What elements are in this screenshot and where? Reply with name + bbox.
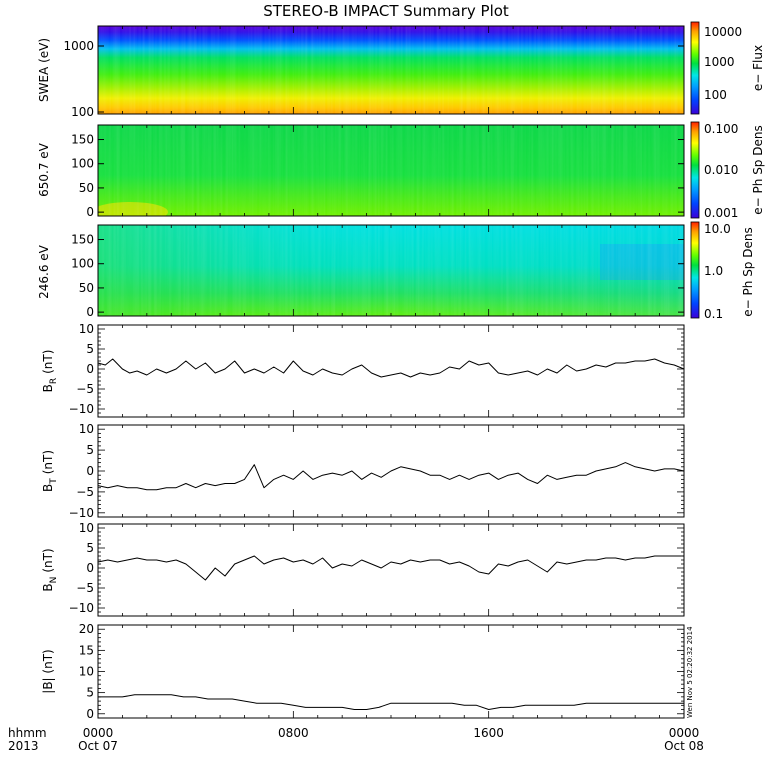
pad-650-spectrogram-panel: 150 100 50 0 650.7 eV 0.100 0.010 0.001 e− … — [37, 121, 765, 220]
bn-ytick-label: 5 — [86, 541, 94, 555]
bt-y-label-main: B — [41, 484, 55, 492]
pad-650-ytick-label: 50 — [79, 181, 94, 195]
bn-ytick-label: 10 — [79, 521, 94, 535]
pad-650-cb-tick-1: 0.010 — [704, 163, 738, 177]
bn-y-label: BN (nT) — [41, 548, 59, 591]
pad-246-colorbar: 10.0 1.0 0.1 e− Ph Sp Dens — [690, 221, 755, 321]
pad-650-ytick-label: 150 — [71, 133, 94, 147]
swea-ytick-1000: 1000 — [63, 39, 94, 53]
br-ytick-label: 5 — [86, 342, 94, 356]
swea-cb-tick-100: 100 — [704, 88, 727, 102]
swea-ytick-100: 100 — [71, 105, 94, 119]
bmag-ytick-label: 0 — [86, 707, 94, 721]
pad-246-ytick-label: 100 — [71, 257, 94, 271]
plot-title: STEREO-B IMPACT Summary Plot — [263, 2, 509, 20]
time-tick-label: 0000 — [83, 726, 114, 740]
bmag-ytick-label: 5 — [86, 686, 94, 700]
pad-650-cb-tick-2: 0.001 — [704, 206, 738, 220]
bn-y-label-sub: N — [49, 577, 59, 584]
swea-colorbar-gradient — [690, 21, 700, 115]
bt-panel: 10 5 0 −5 −10 BT (nT) — [41, 422, 685, 520]
pad-246-cb-tick-1: 1.0 — [704, 264, 723, 278]
bn-series-line — [97, 555, 684, 581]
generation-timestamp: Wen Nov 5 02:20:32 2014 — [686, 626, 694, 718]
bn-ytick-label: −5 — [76, 581, 94, 595]
time-axis-row2-label: 2013 — [8, 739, 39, 753]
pad-650-colorbar: 0.100 0.010 0.001 e− Ph Sp Dens — [690, 121, 765, 220]
pad-650-colorbar-label: e− Ph Sp Dens — [751, 125, 765, 214]
pad-650-cb-tick-0: 0.100 — [704, 122, 738, 136]
pad-246-colorbar-label: e− Ph Sp Dens — [741, 227, 755, 316]
br-y-label-main: B — [41, 384, 55, 392]
pad-246-colorbar-gradient — [690, 221, 700, 319]
swea-spectrogram-panel: 1000 100 SWEA (eV) 10000 1000 100 e− Flu… — [37, 21, 765, 119]
br-panel-frame — [97, 324, 685, 418]
bn-y-label-unit: (nT) — [41, 548, 55, 572]
time-tick-label: 0800 — [278, 726, 309, 740]
pad-650-colorbar-gradient — [690, 121, 700, 219]
bmag-ytick-label: 20 — [79, 622, 94, 636]
pad-650-ytick-label: 100 — [71, 157, 94, 171]
pad-650-y-ticks: 150 100 50 0 — [71, 133, 684, 219]
bt-y-label-sub: T — [49, 478, 59, 485]
swea-colorbar-label: e− Flux — [751, 45, 765, 91]
pad-246-spectrogram-panel: 150 100 50 0 246.6 eV 10.0 1.0 0.1 e− Ph Sp… — [37, 221, 755, 321]
pad-246-ytick-label: 0 — [86, 305, 94, 319]
bn-ytick-label: 0 — [86, 561, 94, 575]
swea-cb-tick-10000: 10000 — [704, 25, 742, 39]
br-panel: 10 5 0 −5 −10 BR (nT) — [41, 322, 685, 418]
br-y-label: BR (nT) — [41, 350, 59, 393]
bn-panel-frame — [97, 523, 685, 617]
bt-ytick-label: −5 — [76, 485, 94, 499]
pad-246-cb-tick-0: 10.0 — [704, 222, 731, 236]
magnetic-field-panels: 1050−5−10BR(nT)1050−5−10BT(nT)1050−5−10B… — [41, 26, 685, 721]
date-tick-label: Oct 07 — [78, 739, 118, 753]
time-tick-label: 0000 — [669, 726, 700, 740]
bt-y-label: BT (nT) — [41, 450, 59, 492]
bn-ytick-label: −10 — [69, 601, 94, 615]
bn-panel: 10 5 0 −5 −10 BN (nT) — [41, 521, 685, 617]
bt-ytick-label: 10 — [79, 422, 94, 436]
br-ytick-label: 10 — [79, 322, 94, 336]
pad-246-ytick-label: 50 — [79, 281, 94, 295]
br-ytick-label: −5 — [76, 382, 94, 396]
pad-246-ytick-label: 150 — [71, 233, 94, 247]
pad-246-y-label: 246.6 eV — [37, 244, 51, 299]
br-y-label-sub: R — [49, 378, 59, 384]
br-y-label-unit: (nT) — [41, 350, 55, 374]
swea-colorbar: 10000 1000 100 e− Flux — [690, 21, 765, 115]
bmag-series-line — [98, 694, 684, 710]
bmag-ytick-label: 10 — [79, 665, 94, 679]
bmag-y-label: |B| (nT) — [41, 649, 55, 693]
br-ytick-label: −10 — [69, 402, 94, 416]
pad-246-y-ticks: 150 100 50 0 — [71, 233, 684, 319]
pad-246-cb-tick-2: 0.1 — [704, 307, 723, 321]
pad-650-ytick-label: 0 — [86, 205, 94, 219]
time-tick-label: 1600 — [473, 726, 504, 740]
time-axis-row1-label: hhmm — [8, 726, 47, 740]
br-ytick-label: 0 — [86, 362, 94, 376]
bmag-ytick-label: 15 — [79, 643, 94, 657]
date-tick-label: Oct 08 — [664, 739, 704, 753]
bmag-panel: 20 15 10 5 0 |B| (nT) — [41, 622, 685, 721]
swea-y-ticks: 1000 100 — [63, 39, 684, 119]
bt-ytick-label: 0 — [86, 464, 94, 478]
bt-y-label-unit: (nT) — [41, 450, 55, 474]
swea-y-label: SWEA (eV) — [37, 38, 51, 102]
bmag-panel-frame — [97, 624, 685, 719]
bn-y-label-main: B — [41, 583, 55, 591]
swea-cb-tick-1000: 1000 — [704, 55, 735, 69]
bt-ytick-label: −10 — [69, 506, 94, 520]
bt-ytick-label: 5 — [86, 443, 94, 457]
bmag-y-label-main: |B| (nT) — [41, 649, 55, 693]
pad-650-y-label: 650.7 eV — [37, 142, 51, 197]
bt-series-line — [97, 462, 685, 491]
br-series-line — [97, 358, 685, 378]
